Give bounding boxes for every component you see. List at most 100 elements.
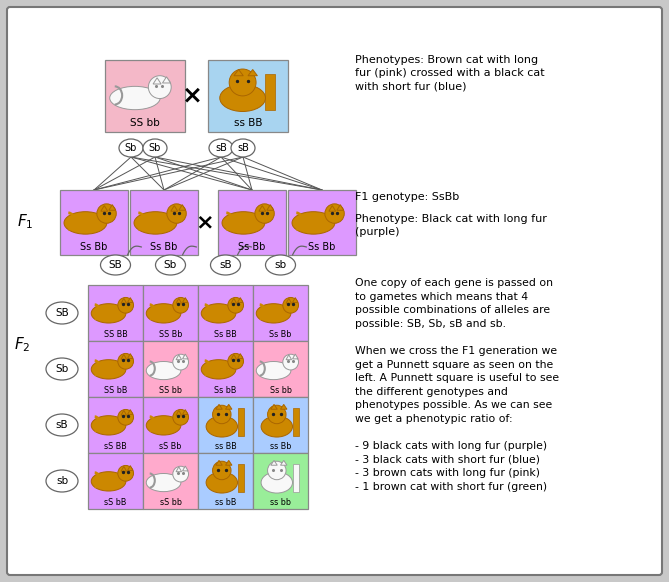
Text: ss bb: ss bb (270, 498, 291, 507)
Polygon shape (286, 299, 292, 303)
FancyBboxPatch shape (253, 285, 308, 341)
FancyBboxPatch shape (130, 190, 198, 255)
Text: SS bb: SS bb (159, 386, 182, 395)
Text: sb: sb (274, 260, 286, 270)
Ellipse shape (201, 360, 236, 379)
FancyBboxPatch shape (198, 397, 253, 453)
FancyBboxPatch shape (105, 60, 185, 132)
Circle shape (173, 410, 189, 425)
Ellipse shape (209, 139, 233, 157)
Text: sb: sb (56, 476, 68, 486)
FancyBboxPatch shape (253, 341, 308, 397)
Ellipse shape (119, 139, 143, 157)
FancyBboxPatch shape (218, 190, 286, 255)
Polygon shape (128, 466, 133, 470)
Polygon shape (337, 205, 344, 210)
FancyBboxPatch shape (143, 453, 198, 509)
Ellipse shape (261, 416, 292, 437)
Polygon shape (237, 354, 243, 359)
Circle shape (173, 466, 189, 482)
Text: Ss Bb: Ss Bb (80, 242, 108, 252)
Text: Ss bb: Ss bb (270, 386, 292, 395)
Ellipse shape (134, 212, 177, 234)
Circle shape (118, 297, 134, 313)
Text: Phenotype: Black cat with long fur
(purple): Phenotype: Black cat with long fur (purp… (355, 214, 547, 237)
Polygon shape (128, 297, 133, 303)
Text: SS BB: SS BB (104, 330, 127, 339)
Text: $F_2$: $F_2$ (14, 336, 30, 354)
Ellipse shape (220, 84, 266, 112)
Text: Phenotypes: Brown cat with long
fur (pink) crossed with a black cat
with short f: Phenotypes: Brown cat with long fur (pin… (355, 55, 545, 91)
Text: Sb: Sb (125, 143, 137, 153)
Circle shape (118, 410, 134, 425)
Ellipse shape (110, 86, 160, 109)
Polygon shape (280, 460, 287, 465)
Text: ×: × (181, 84, 203, 108)
Ellipse shape (266, 255, 296, 275)
FancyBboxPatch shape (143, 397, 198, 453)
Ellipse shape (256, 361, 291, 379)
Polygon shape (121, 466, 126, 471)
Ellipse shape (46, 358, 78, 380)
FancyBboxPatch shape (143, 285, 198, 341)
Polygon shape (121, 354, 126, 359)
Circle shape (118, 466, 134, 481)
Polygon shape (183, 410, 188, 414)
Text: sB: sB (237, 143, 249, 153)
Circle shape (229, 69, 256, 96)
Circle shape (213, 461, 231, 480)
Ellipse shape (147, 416, 181, 435)
FancyBboxPatch shape (7, 7, 662, 575)
Circle shape (118, 353, 134, 369)
Text: Ss Bb: Ss Bb (238, 242, 266, 252)
Polygon shape (171, 205, 178, 211)
Polygon shape (286, 355, 292, 360)
Polygon shape (280, 404, 287, 409)
Circle shape (97, 204, 116, 223)
Circle shape (213, 405, 231, 424)
Polygon shape (179, 205, 186, 210)
Text: Ss BB: Ss BB (214, 330, 237, 339)
FancyBboxPatch shape (60, 190, 128, 255)
Text: ×: × (196, 212, 214, 232)
Ellipse shape (147, 361, 181, 379)
Polygon shape (267, 205, 274, 210)
Polygon shape (329, 205, 336, 211)
Polygon shape (237, 297, 243, 303)
Text: SB: SB (55, 308, 69, 318)
Circle shape (268, 405, 286, 424)
Text: SS bB: SS bB (104, 386, 127, 395)
Text: Sb: Sb (56, 364, 69, 374)
Circle shape (167, 204, 186, 223)
Polygon shape (163, 77, 171, 83)
Ellipse shape (206, 472, 237, 493)
Polygon shape (292, 297, 298, 303)
Circle shape (283, 354, 298, 370)
FancyBboxPatch shape (198, 285, 253, 341)
Text: sB: sB (219, 260, 232, 270)
Ellipse shape (201, 304, 236, 323)
Circle shape (283, 297, 298, 313)
Polygon shape (225, 460, 232, 465)
Circle shape (228, 353, 244, 369)
Text: sS Bb: sS Bb (159, 442, 182, 451)
FancyBboxPatch shape (237, 464, 244, 492)
Circle shape (173, 297, 189, 313)
FancyBboxPatch shape (143, 341, 198, 397)
Ellipse shape (147, 304, 181, 323)
Ellipse shape (231, 139, 255, 157)
Circle shape (325, 204, 345, 223)
Polygon shape (225, 404, 232, 409)
FancyBboxPatch shape (88, 397, 143, 453)
FancyBboxPatch shape (208, 60, 288, 132)
FancyBboxPatch shape (88, 453, 143, 509)
Ellipse shape (91, 304, 126, 323)
Text: ss BB: ss BB (233, 118, 262, 129)
FancyBboxPatch shape (288, 190, 356, 255)
Text: Sb: Sb (164, 260, 177, 270)
Text: ss Bb: ss Bb (270, 442, 291, 451)
FancyBboxPatch shape (198, 341, 253, 397)
Text: F1 genotype: SsBb: F1 genotype: SsBb (355, 192, 459, 202)
Ellipse shape (64, 212, 107, 234)
Text: SS bb: SS bb (130, 118, 160, 129)
